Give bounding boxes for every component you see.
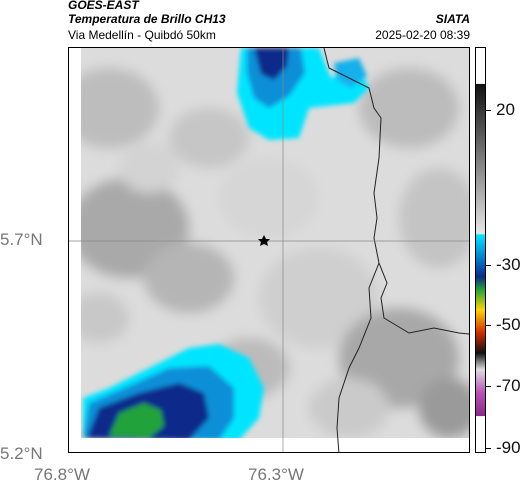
colorbar-label: -50 — [496, 315, 521, 334]
y-tick-label: 5.2°N — [0, 444, 43, 463]
colorbar-tick — [486, 265, 491, 266]
map-canvas — [69, 48, 469, 452]
colorbar-tick — [486, 110, 491, 111]
map-subtitle: Temperatura de Brillo CH13 — [68, 12, 226, 26]
border-line — [323, 48, 469, 335]
cold-cloud-north — [237, 48, 369, 140]
satellite-map — [68, 47, 470, 453]
datetime-label: 2025-02-20 08:39 — [375, 28, 470, 42]
department-line — [336, 262, 380, 452]
colorbar-label: 20 — [496, 100, 515, 119]
map-region: Via Medellín - Quibdó 50km — [68, 28, 216, 42]
x-tick-label: 76.8°W — [34, 465, 90, 484]
colorbar-tick — [486, 448, 491, 449]
star-icon — [258, 235, 270, 246]
colorbar-label: -30 — [496, 255, 521, 274]
colorbar-label: -90 — [496, 438, 521, 457]
agency-label: SIATA — [435, 12, 470, 26]
colorbar-label: -70 — [496, 376, 521, 395]
x-tick-label: 76.3°W — [248, 465, 304, 484]
cloud-texture — [69, 68, 469, 438]
no-data-left — [69, 48, 81, 452]
cold-cloud-south — [83, 344, 264, 440]
y-tick-label: 5.7°N — [0, 230, 43, 249]
colorbar-tick — [486, 386, 491, 387]
map-title: GOES-EAST — [68, 0, 139, 12]
colorbar-tick — [486, 325, 491, 326]
no-data-bottom — [69, 438, 469, 452]
colorbar — [475, 47, 486, 453]
